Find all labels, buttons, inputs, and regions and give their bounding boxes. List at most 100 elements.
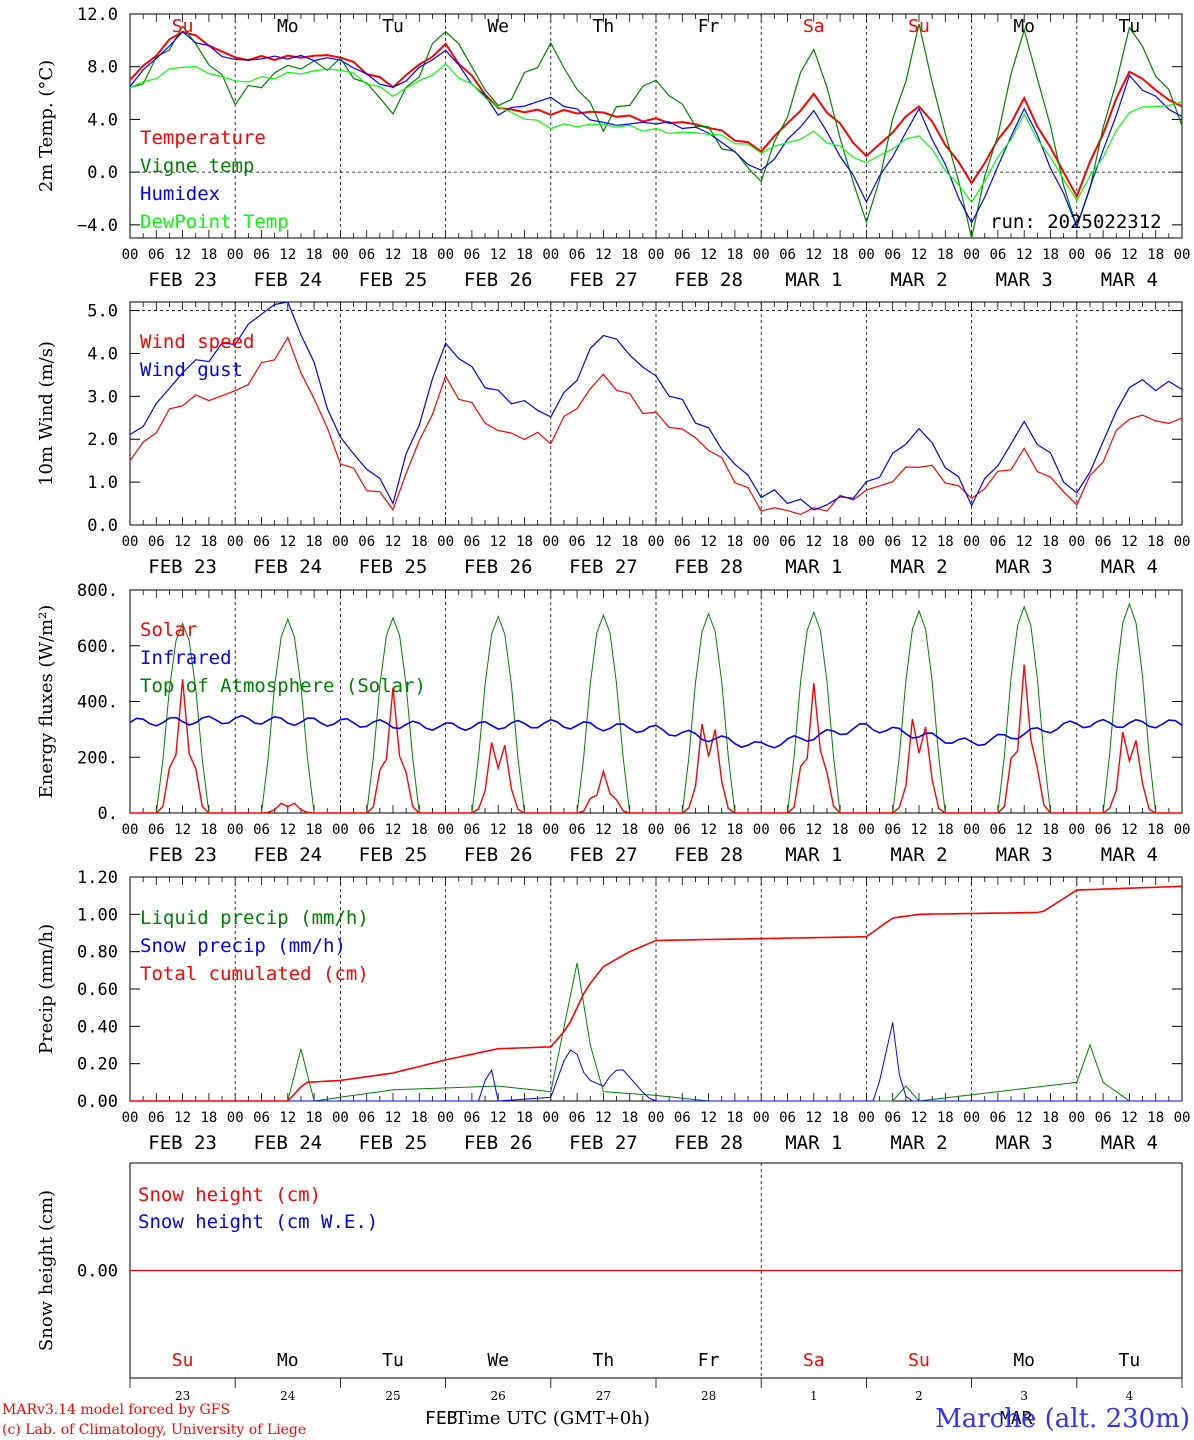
hour-tick-label: 00 — [1174, 247, 1191, 263]
hour-tick-label: 18 — [1042, 1110, 1059, 1126]
credit-line-1: MARv3.14 model forced by GFS — [2, 1402, 230, 1418]
day-number: 24 — [280, 1389, 296, 1403]
hour-tick-label: 06 — [358, 1110, 375, 1126]
hour-tick-label: 12 — [279, 822, 296, 838]
date-label: MAR 4 — [1101, 269, 1158, 291]
hour-tick-label: 12 — [490, 822, 507, 838]
hour-tick-label: 18 — [937, 822, 954, 838]
y-tick-label: 1.00 — [77, 905, 118, 925]
hour-tick-label: 18 — [832, 534, 849, 550]
hour-tick-label: 12 — [595, 534, 612, 550]
hour-tick-label: 06 — [358, 534, 375, 550]
y-tick-label: 400. — [77, 693, 118, 713]
hour-tick-label: 12 — [700, 822, 717, 838]
y-axis-label: 10m Wind (m/s) — [36, 341, 57, 486]
hour-tick-label: 06 — [1095, 247, 1112, 263]
hour-tick-label: 00 — [122, 534, 139, 550]
hour-tick-label: 12 — [700, 1110, 717, 1126]
hour-tick-label: 00 — [437, 1110, 454, 1126]
hour-tick-label: 06 — [779, 822, 796, 838]
hour-tick-label: 06 — [779, 1110, 796, 1126]
date-label: MAR 4 — [1101, 844, 1158, 866]
hour-tick-label: 12 — [805, 1110, 822, 1126]
date-label: FEB 27 — [569, 269, 638, 291]
series-line-total-cumulated-cm- — [130, 885, 1183, 1102]
hour-tick-label: 12 — [385, 534, 402, 550]
y-tick-label: 0. — [98, 804, 118, 824]
date-label: FEB 28 — [674, 844, 743, 866]
series-line-humidex — [129, 30, 1183, 229]
hour-tick-label: 00 — [1174, 1110, 1191, 1126]
hour-tick-label: 12 — [805, 534, 822, 550]
run-label: run: 2025022312 — [990, 211, 1162, 233]
y-tick-label: 200. — [77, 748, 118, 768]
hour-tick-label: 00 — [122, 247, 139, 263]
day-name: Fr — [698, 16, 720, 37]
hour-tick-label: 12 — [911, 247, 928, 263]
date-label: FEB 27 — [569, 556, 638, 578]
hour-tick-label: 06 — [148, 822, 165, 838]
hour-tick-label: 18 — [1042, 822, 1059, 838]
hour-tick-label: 12 — [911, 534, 928, 550]
hour-tick-label: 00 — [1174, 822, 1191, 838]
hour-tick-label: 18 — [1147, 822, 1164, 838]
panel-energy: 0. 200. 400. 600. 800. Energy fluxes (W/m²) 00… — [36, 581, 1190, 866]
date-label: MAR 2 — [890, 269, 947, 291]
hour-tick-label: 00 — [1068, 247, 1085, 263]
y-axis-label: 2m Temp. (°C) — [36, 60, 57, 192]
hour-tick-label: 00 — [963, 247, 980, 263]
hour-tick-label: 06 — [148, 534, 165, 550]
y-tick-label: 800. — [77, 581, 118, 601]
y-tick-label: 4.0 — [87, 110, 118, 130]
hour-tick-label: 06 — [674, 534, 691, 550]
hour-tick-label: 18 — [200, 822, 217, 838]
y-tick-label: 600. — [77, 637, 118, 657]
hour-tick-label: 00 — [1068, 822, 1085, 838]
day-name: We — [487, 16, 509, 37]
month-label-feb: FEB — [425, 1408, 458, 1429]
series-line-liquid-precip-mm-h- — [130, 962, 1182, 1102]
legend-liquid-precip: Liquid precip (mm/h) — [140, 907, 369, 929]
day-number: 2 — [915, 1389, 923, 1403]
hour-tick-label: 12 — [1016, 1110, 1033, 1126]
date-label: MAR 2 — [890, 844, 947, 866]
date-label: FEB 23 — [148, 556, 217, 578]
hour-tick-label: 12 — [490, 247, 507, 263]
hour-tick-label: 00 — [437, 247, 454, 263]
hour-tick-label: 12 — [1121, 822, 1138, 838]
legend-snow-height-we: Snow height (cm W.E.) — [138, 1211, 378, 1233]
legend-humidex: Humidex — [140, 183, 220, 205]
day-name: Sa — [803, 16, 825, 37]
date-label: FEB 23 — [148, 269, 217, 291]
date-label: MAR 3 — [996, 556, 1053, 578]
hour-tick-label: 06 — [569, 534, 586, 550]
hour-tick-label: 12 — [805, 247, 822, 263]
hour-tick-label: 12 — [174, 247, 191, 263]
day-name: Su — [908, 16, 930, 37]
hour-tick-label: 18 — [726, 534, 743, 550]
day-number: 4 — [1126, 1389, 1134, 1403]
series-line-wind-gust — [129, 301, 1183, 511]
hour-tick-label: 18 — [621, 822, 638, 838]
hour-tick-label: 12 — [174, 1110, 191, 1126]
hour-tick-label: 18 — [516, 247, 533, 263]
hour-tick-label: 18 — [621, 1110, 638, 1126]
date-label: FEB 26 — [464, 1132, 533, 1154]
hour-tick-label: 18 — [306, 247, 323, 263]
hour-tick-label: 06 — [674, 1110, 691, 1126]
hour-tick-label: 00 — [1174, 534, 1191, 550]
legend-wind-gust: Wind gust — [140, 359, 243, 381]
legend-wind-speed: Wind speed — [140, 331, 254, 353]
hour-tick-label: 06 — [253, 1110, 270, 1126]
date-label: FEB 25 — [359, 269, 428, 291]
hour-tick-label: 12 — [279, 534, 296, 550]
y-tick-label: 1.0 — [87, 473, 118, 493]
hour-tick-label: 12 — [1016, 534, 1033, 550]
date-label: FEB 28 — [674, 269, 743, 291]
date-label: FEB 28 — [674, 556, 743, 578]
hour-tick-label: 00 — [753, 247, 770, 263]
hour-tick-label: 00 — [332, 534, 349, 550]
hour-tick-label: 00 — [122, 822, 139, 838]
hour-tick-label: 18 — [411, 822, 428, 838]
